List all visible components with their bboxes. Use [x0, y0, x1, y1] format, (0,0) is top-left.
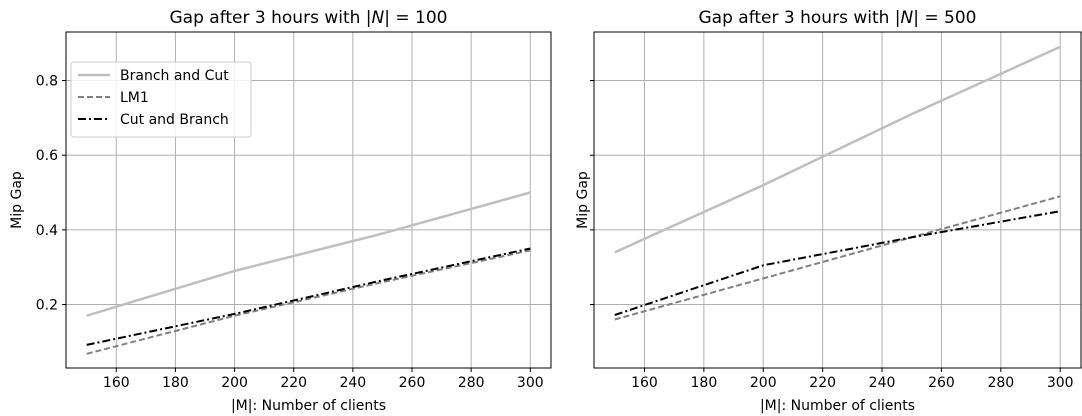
legend-box: [70, 61, 252, 138]
series-line-cut-and-branch: [614, 210, 1061, 316]
legend: Branch and Cut LM1 Cut and Branch: [70, 61, 252, 138]
x-tick-label: 200: [750, 375, 777, 391]
x-tick-label: 240: [339, 375, 366, 391]
legend-label: Branch and Cut: [120, 68, 229, 84]
x-tick-label: 300: [517, 375, 544, 391]
chart-panel-1: 160 180 200 220 240 260 280 300 0.2 0.4 0.6 0.8 Gap …: [9, 8, 552, 414]
series-line-lm1: [614, 195, 1061, 321]
chart-title: Gap after 3 hours with |N| = 500: [699, 8, 977, 28]
y-tick-label: 0.8: [36, 74, 58, 90]
x-tick-label: 180: [162, 375, 189, 391]
x-tick-label: 240: [869, 375, 896, 391]
chart-title: Gap after 3 hours with |N| = 100: [170, 8, 448, 28]
x-tick-label: 260: [928, 375, 955, 391]
series-line-cut-and-branch: [86, 247, 531, 346]
series-line-lm1: [86, 249, 531, 355]
y-tick-label: 0.2: [36, 298, 58, 314]
chart-panel-2: 160 180 200 220 240 260 280 300 Gap after 3 hour…: [575, 8, 1082, 414]
y-axis-label: Mip Gap: [575, 171, 591, 229]
y-tick-label: 0.6: [36, 148, 58, 164]
x-axis-label: |M|: Number of clients: [760, 398, 915, 414]
y-axis-label: Mip Gap: [9, 171, 25, 229]
x-axis-label: |M|: Number of clients: [231, 398, 386, 414]
x-tick-label: 160: [631, 375, 658, 391]
legend-label: Cut and Branch: [120, 112, 229, 128]
x-tick-label: 260: [399, 375, 426, 391]
y-tick-label: 0.4: [36, 223, 58, 239]
x-tick-label: 220: [809, 375, 836, 391]
plot-frame: [65, 31, 552, 369]
x-tick-label: 160: [103, 375, 130, 391]
x-tick-label: 300: [1047, 375, 1074, 391]
legend-label: LM1: [120, 90, 149, 106]
x-tick-label: 280: [458, 375, 485, 391]
x-tick-label: 200: [221, 375, 248, 391]
series-line-branch-and-cut: [614, 45, 1061, 254]
plot-frame: [593, 31, 1082, 369]
series-line-branch-and-cut: [86, 191, 531, 317]
x-tick-label: 220: [280, 375, 307, 391]
x-tick-label: 280: [987, 375, 1014, 391]
x-tick-label: 180: [691, 375, 718, 391]
